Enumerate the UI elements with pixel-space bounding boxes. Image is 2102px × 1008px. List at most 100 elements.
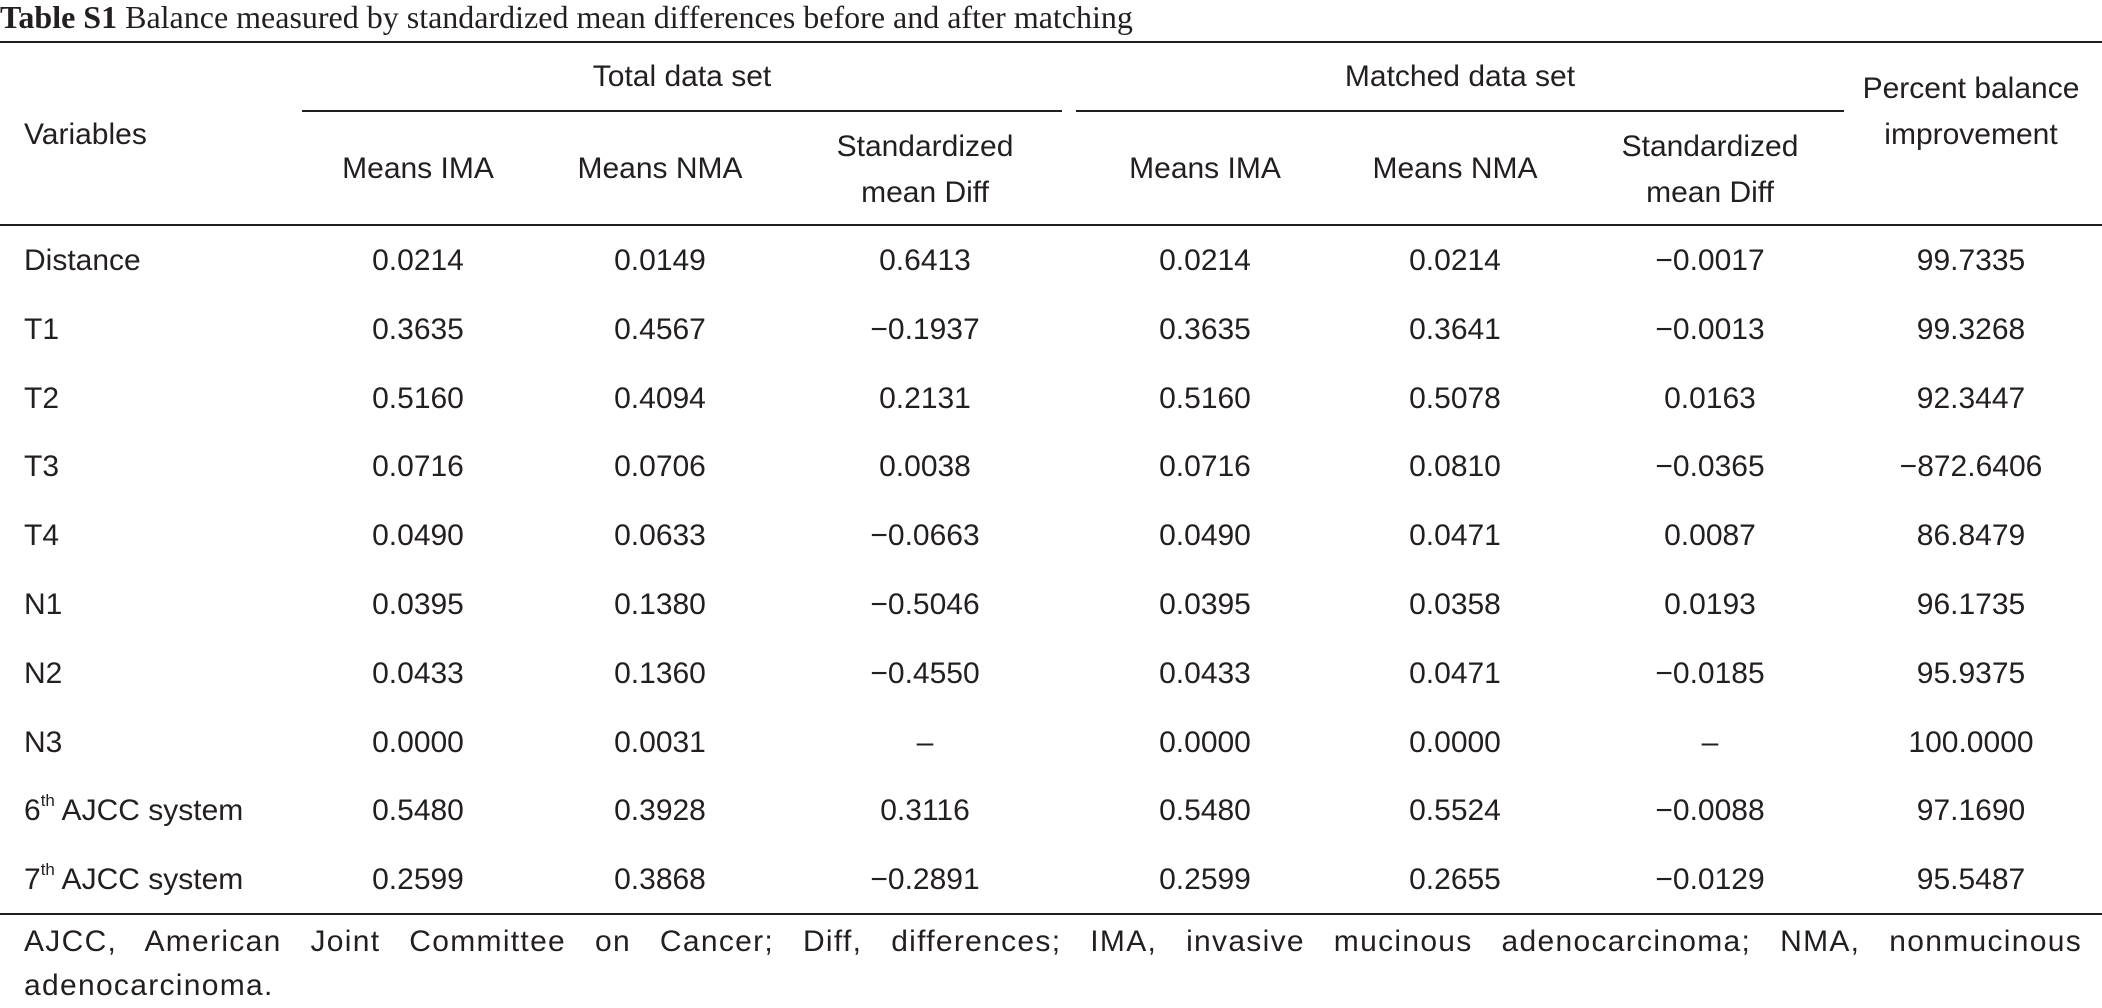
total-smd-cell: −0.0663 bbox=[870, 519, 980, 552]
variable-label: N3 bbox=[24, 726, 63, 759]
matched-means-ima-cell: 0.5160 bbox=[1159, 382, 1251, 415]
header-percent-balance-improvement: Percent balance improvement bbox=[1862, 72, 2080, 151]
variable-label: 7 bbox=[24, 863, 41, 896]
top-rule bbox=[0, 41, 2102, 43]
matched-smd-cell: −0.0013 bbox=[1655, 313, 1765, 346]
variable-label: T3 bbox=[24, 450, 60, 483]
total-smd-cell: −0.5046 bbox=[870, 588, 980, 621]
matched-smd-cell: −0.0185 bbox=[1655, 657, 1765, 690]
total-means-nma-cell: 0.3868 bbox=[614, 863, 706, 896]
percent-improvement-cell: 99.7335 bbox=[1916, 244, 2026, 277]
variable-label: Distance bbox=[24, 244, 141, 277]
variable-label: T2 bbox=[24, 382, 60, 415]
total-means-ima-cell: 0.0395 bbox=[372, 588, 464, 621]
total-means-ima-cell: 0.0490 bbox=[372, 519, 464, 552]
header-total-standardized-mean-diff: Standardized mean Diff bbox=[836, 130, 1014, 209]
percent-improvement-cell: 95.9375 bbox=[1916, 657, 2026, 690]
variable-label: 6 bbox=[24, 794, 41, 827]
matched-smd-cell: −0.0017 bbox=[1655, 244, 1765, 277]
variable-name: T2 bbox=[24, 376, 59, 421]
total-smd-cell: 0.3116 bbox=[880, 794, 970, 827]
matched-means-nma-cell: 0.0358 bbox=[1409, 588, 1501, 621]
total-smd-cell: 0.2131 bbox=[879, 382, 971, 415]
matched-means-ima-cell: 0.3635 bbox=[1159, 313, 1251, 346]
total-smd-cell: 0.0038 bbox=[879, 450, 971, 483]
variable-label: T4 bbox=[24, 519, 60, 552]
total-means-ima-cell: 0.3635 bbox=[372, 313, 464, 346]
matched-means-ima-cell: 0.5480 bbox=[1159, 794, 1251, 827]
matched-means-nma-cell: 0.0000 bbox=[1409, 726, 1501, 759]
variable-superscript: th bbox=[40, 791, 55, 810]
matched-means-ima-cell: 0.0214 bbox=[1159, 244, 1251, 277]
total-smd-cell: −0.4550 bbox=[870, 657, 980, 690]
matched-means-nma-cell: 0.3641 bbox=[1409, 313, 1501, 346]
matched-means-nma-cell: 0.5524 bbox=[1409, 794, 1501, 827]
matched-means-ima-cell: 0.0395 bbox=[1159, 588, 1251, 621]
matched-means-nma-cell: 0.0471 bbox=[1409, 519, 1501, 552]
matched-smd-cell: −0.0365 bbox=[1655, 450, 1765, 483]
percent-improvement-cell: 92.3447 bbox=[1916, 382, 2026, 415]
percent-improvement-cell: −872.6406 bbox=[1899, 450, 2043, 483]
total-means-ima-cell: 0.5160 bbox=[372, 382, 464, 415]
header-matched-data-set: Matched data set bbox=[1344, 60, 1576, 93]
matched-means-ima-cell: 0.0490 bbox=[1159, 519, 1251, 552]
bottom-rule bbox=[0, 913, 2102, 915]
header-total-data-set: Total data set bbox=[592, 60, 772, 93]
total-means-ima-cell: 0.0214 bbox=[372, 244, 464, 277]
variable-suffix: AJCC system bbox=[54, 794, 244, 827]
total-means-nma-cell: 0.1360 bbox=[614, 657, 706, 690]
variable-superscript: th bbox=[40, 860, 55, 879]
matched-means-nma-cell: 0.0810 bbox=[1409, 450, 1501, 483]
variable-label: N2 bbox=[24, 657, 63, 690]
total-means-ima-cell: 0.0000 bbox=[372, 726, 464, 759]
variable-name: T4 bbox=[24, 513, 59, 558]
matched-means-nma-cell: 0.0471 bbox=[1409, 657, 1501, 690]
table-label: Table S1 bbox=[0, 0, 118, 35]
percent-improvement-cell: 97.1690 bbox=[1916, 794, 2026, 827]
percent-improvement-cell: 100.0000 bbox=[1908, 726, 2034, 759]
total-smd-cell: – bbox=[916, 726, 934, 759]
table-title: Balance measured by standardized mean di… bbox=[125, 0, 1133, 35]
header-variables: Variables bbox=[24, 118, 147, 151]
header-total-means-ima: Means IMA bbox=[342, 152, 494, 185]
matched-smd-cell: 0.0163 bbox=[1664, 382, 1756, 415]
variable-label: N1 bbox=[24, 588, 63, 621]
matched-means-ima-cell: 0.0716 bbox=[1159, 450, 1251, 483]
matched-smd-cell: – bbox=[1701, 726, 1719, 759]
matched-smd-cell: −0.0088 bbox=[1655, 794, 1765, 827]
matched-group-rule bbox=[1076, 110, 1844, 112]
variable-suffix: AJCC system bbox=[54, 863, 244, 896]
matched-means-nma-cell: 0.0214 bbox=[1409, 244, 1501, 277]
total-smd-cell: 0.6413 bbox=[879, 244, 971, 277]
total-means-ima-cell: 0.0433 bbox=[372, 657, 464, 690]
header-matched-means-nma: Means NMA bbox=[1372, 152, 1538, 185]
header-matched-means-ima: Means IMA bbox=[1129, 152, 1281, 185]
percent-improvement-cell: 86.8479 bbox=[1916, 519, 2026, 552]
matched-means-nma-cell: 0.2655 bbox=[1409, 863, 1501, 896]
matched-means-ima-cell: 0.2599 bbox=[1159, 863, 1251, 896]
variable-label: T1 bbox=[24, 313, 60, 346]
variable-name: T3 bbox=[24, 444, 59, 489]
total-means-nma-cell: 0.0031 bbox=[614, 726, 706, 759]
variable-name: 6th AJCC system bbox=[24, 788, 243, 833]
total-means-nma-cell: 0.0149 bbox=[614, 244, 706, 277]
total-means-nma-cell: 0.4094 bbox=[614, 382, 706, 415]
total-means-nma-cell: 0.0633 bbox=[614, 519, 706, 552]
total-means-ima-cell: 0.5480 bbox=[372, 794, 464, 827]
total-smd-cell: −0.2891 bbox=[870, 863, 980, 896]
header-matched-standardized-mean-diff: Standardized mean Diff bbox=[1621, 130, 1799, 209]
percent-improvement-cell: 95.5487 bbox=[1916, 863, 2026, 896]
total-means-ima-cell: 0.0716 bbox=[372, 450, 464, 483]
matched-means-ima-cell: 0.0433 bbox=[1159, 657, 1251, 690]
total-means-nma-cell: 0.1380 bbox=[614, 588, 706, 621]
percent-improvement-cell: 99.3268 bbox=[1916, 313, 2026, 346]
matched-means-nma-cell: 0.5078 bbox=[1409, 382, 1501, 415]
variable-name: T1 bbox=[24, 307, 59, 352]
total-means-nma-cell: 0.4567 bbox=[614, 313, 706, 346]
total-means-nma-cell: 0.0706 bbox=[614, 450, 706, 483]
variable-name: N1 bbox=[24, 582, 62, 627]
variable-name: N3 bbox=[24, 720, 62, 765]
total-smd-cell: −0.1937 bbox=[870, 313, 980, 346]
variable-name: Distance bbox=[24, 238, 141, 283]
total-means-ima-cell: 0.2599 bbox=[372, 863, 464, 896]
